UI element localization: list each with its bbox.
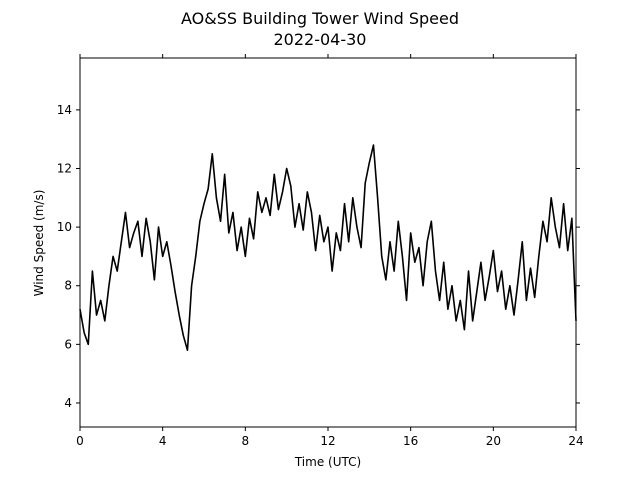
x-tick-label: 12	[320, 434, 335, 448]
y-tick-label: 4	[64, 396, 72, 410]
x-tick-label: 8	[242, 434, 250, 448]
chart-subtitle: 2022-04-30	[274, 30, 367, 49]
y-tick-label: 6	[64, 337, 72, 351]
y-tick-label: 10	[57, 220, 72, 234]
y-tick-label: 8	[64, 279, 72, 293]
y-tick-label: 14	[57, 103, 72, 117]
y-axis-label: Wind Speed (m/s)	[32, 190, 46, 297]
plot-frame	[79, 57, 577, 428]
x-tick-label: 16	[403, 434, 418, 448]
chart-title: AO&SS Building Tower Wind Speed	[181, 9, 459, 28]
x-axis-label: Time (UTC)	[294, 455, 361, 469]
y-tick-label: 12	[57, 161, 72, 175]
x-tick-label: 20	[486, 434, 501, 448]
x-tick-label: 4	[159, 434, 167, 448]
x-tick-label: 0	[76, 434, 84, 448]
x-tick-label: 24	[568, 434, 583, 448]
data-line	[79, 144, 577, 352]
